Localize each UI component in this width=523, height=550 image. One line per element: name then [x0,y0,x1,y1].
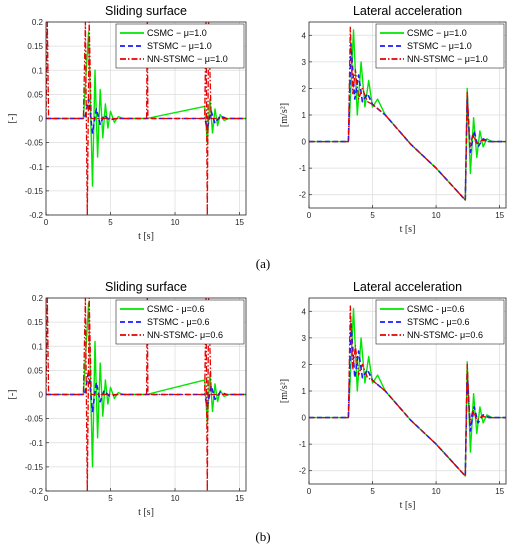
x-tick-label: 5 [108,218,113,227]
chart-panel-1: 0 5 10 15 -0.2 -0.15 -0.1 -0.05 0 0.05 0.1 0.15 0.2 S… [7,4,247,242]
y-tick-label: 2 [302,360,307,369]
legend-label-1: CSMC − μ=1.0 [147,28,207,38]
chart-panel-2: 0 5 10 15 -2 -1 0 1 2 3 4 Lateral acceleration t [s]… [279,4,507,235]
legend-label-3: NN-STSMC- μ=0.6 [147,330,223,340]
legend-label-1: CSMC - μ=0.6 [407,304,464,314]
x-tick-label: 0 [44,494,49,503]
y-tick-label: 0.05 [27,366,43,375]
x-tick-label: 15 [235,494,244,503]
legend: CSMC − μ=1.0 STSMC − μ=1.0 NN-STSMC − μ=1.… [375,23,505,69]
legend: CSMC - μ=0.6 STSMC - μ=0.6 NN-STSMC- μ=0.6 [115,299,245,345]
chart-title: Lateral acceleration [353,280,462,294]
legend-label-2: STSMC - μ=0.6 [147,317,209,327]
x-tick-label: 15 [235,218,244,227]
x-tick-label: 10 [432,211,441,220]
chart-title: Lateral acceleration [353,4,462,18]
legend-label-1: CSMC − μ=1.0 [407,28,467,38]
y-tick-label: 0.1 [32,342,44,351]
y-tick-label: 0.15 [27,42,43,51]
y-tick-label: 1 [302,111,307,120]
x-axis-label: t [s] [400,224,416,235]
x-tick-label: 10 [171,494,180,503]
legend-label-2: STSMC − μ=1.0 [147,41,212,51]
y-tick-label: 0.2 [32,294,44,303]
y-tick-label: -0.2 [29,487,43,496]
y-tick-label: -1 [299,440,307,449]
series-line-2 [309,321,506,477]
axes-frame [45,297,247,492]
x-tick-label: 5 [370,211,375,220]
y-tick-label: 0.05 [27,90,43,99]
series-line-3 [46,298,246,491]
legend-label-1: CSMC - μ=0.6 [147,304,204,314]
y-tick-label: 0 [39,391,44,400]
series-line-3 [309,26,506,201]
caption-a: (a) [256,256,270,271]
y-tick-label: -0.15 [25,187,44,196]
y-axis-label: [-] [7,390,18,400]
axes-frame [308,297,507,485]
x-tick-label: 0 [307,211,312,220]
y-tick-label: -1 [299,164,307,173]
axes-frame [45,21,247,216]
x-tick-label: 5 [108,494,113,503]
series-line-3 [46,22,246,215]
y-tick-label: -2 [299,467,307,476]
x-tick-label: 10 [171,218,180,227]
legend-label-3: NN-STSMC − μ=1.0 [407,54,488,64]
x-axis-label: t [s] [138,231,154,242]
x-tick-label: 15 [495,211,504,220]
x-tick-label: 0 [44,218,49,227]
y-tick-label: -0.2 [29,211,43,220]
y-tick-label: 3 [302,334,307,343]
y-tick-label: 0 [302,414,307,423]
legend: CSMC - μ=0.6 STSMC - μ=0.6 NN-STSMC- μ=0.6 [375,299,505,345]
y-tick-label: -0.05 [25,139,44,148]
legend-label-3: NN-STSMC- μ=0.6 [407,330,483,340]
x-tick-label: 0 [307,487,312,496]
y-tick-label: -0.05 [25,415,44,424]
x-tick-label: 10 [432,487,441,496]
y-tick-label: 0 [302,138,307,147]
y-tick-label: 3 [302,58,307,67]
series-line-3 [309,305,506,477]
y-tick-label: 1 [302,387,307,396]
y-tick-label: 0.1 [32,66,44,75]
y-tick-label: 4 [302,31,307,40]
y-axis-label: [-] [7,114,18,124]
y-tick-label: 0 [39,115,44,124]
y-tick-label: -0.1 [29,439,43,448]
x-axis-label: t [s] [400,500,416,511]
axes-frame [308,21,507,209]
series-line-2 [46,98,246,134]
legend-label-3: NN-STSMC − μ=1.0 [147,54,228,64]
series-line-1 [46,31,246,187]
chart-panel-4: 0 5 10 15 -2 -1 0 1 2 3 4 Lateral acceleration t [s]… [279,280,507,511]
series-line-1 [46,302,246,468]
y-tick-label: 2 [302,84,307,93]
caption-b: (b) [255,529,270,544]
legend-label-2: STSMC − μ=1.0 [407,41,472,51]
y-tick-label: 0.2 [32,18,44,27]
y-tick-label: 0.15 [27,318,43,327]
y-tick-label: 4 [302,307,307,316]
y-tick-label: -0.1 [29,163,43,172]
y-tick-label: -0.15 [25,463,44,472]
x-tick-label: 5 [370,487,375,496]
y-axis-label: [m/s²] [279,103,290,127]
legend: CSMC − μ=1.0 STSMC − μ=1.0 NN-STSMC − μ=1.… [115,23,245,69]
x-axis-label: t [s] [138,507,154,518]
y-axis-label: [m/s²] [279,379,290,403]
chart-panel-3: 0 5 10 15 -0.2 -0.15 -0.1 -0.05 0 0.05 0.1 0.15 0.2 S… [7,280,247,518]
x-tick-label: 15 [495,487,504,496]
chart-title: Sliding surface [105,4,187,18]
series-line-2 [46,369,246,413]
y-tick-label: -2 [299,191,307,200]
chart-title: Sliding surface [105,280,187,294]
legend-label-2: STSMC - μ=0.6 [407,317,469,327]
